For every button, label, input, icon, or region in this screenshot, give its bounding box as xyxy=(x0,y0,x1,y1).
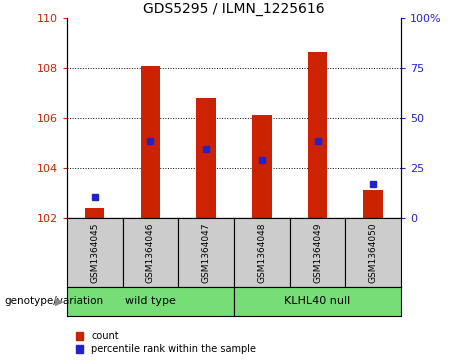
Bar xyxy=(252,115,272,218)
Text: GSM1364048: GSM1364048 xyxy=(257,222,266,282)
Text: ▶: ▶ xyxy=(55,296,63,306)
Text: KLHL40 null: KLHL40 null xyxy=(284,296,351,306)
Text: GSM1364047: GSM1364047 xyxy=(201,222,211,282)
Text: wild type: wild type xyxy=(125,296,176,306)
Legend: count, percentile rank within the sample: count, percentile rank within the sample xyxy=(72,327,260,358)
Text: GSM1364045: GSM1364045 xyxy=(90,222,99,282)
Bar xyxy=(85,208,105,218)
Bar xyxy=(141,66,160,218)
Text: genotype/variation: genotype/variation xyxy=(5,296,104,306)
Title: GDS5295 / ILMN_1225616: GDS5295 / ILMN_1225616 xyxy=(143,2,325,16)
Text: GSM1364049: GSM1364049 xyxy=(313,222,322,282)
Bar xyxy=(308,52,327,218)
Bar xyxy=(363,190,383,218)
Text: GSM1364050: GSM1364050 xyxy=(369,222,378,283)
Text: GSM1364046: GSM1364046 xyxy=(146,222,155,282)
Bar xyxy=(196,98,216,218)
